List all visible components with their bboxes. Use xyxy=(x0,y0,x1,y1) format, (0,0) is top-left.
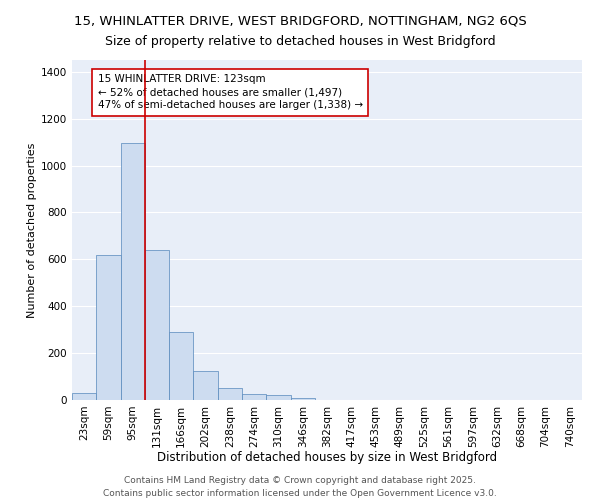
Text: Contains HM Land Registry data © Crown copyright and database right 2025.
Contai: Contains HM Land Registry data © Crown c… xyxy=(103,476,497,498)
X-axis label: Distribution of detached houses by size in West Bridgford: Distribution of detached houses by size … xyxy=(157,451,497,464)
Bar xyxy=(218,388,242,400)
Bar xyxy=(290,398,315,400)
Bar xyxy=(121,143,145,400)
Y-axis label: Number of detached properties: Number of detached properties xyxy=(27,142,37,318)
Text: Size of property relative to detached houses in West Bridgford: Size of property relative to detached ho… xyxy=(104,35,496,48)
Bar xyxy=(193,370,218,400)
Bar xyxy=(145,250,169,400)
Bar xyxy=(266,396,290,400)
Bar xyxy=(242,394,266,400)
Bar xyxy=(169,332,193,400)
Bar xyxy=(72,393,96,400)
Text: 15, WHINLATTER DRIVE, WEST BRIDGFORD, NOTTINGHAM, NG2 6QS: 15, WHINLATTER DRIVE, WEST BRIDGFORD, NO… xyxy=(74,15,526,28)
Bar xyxy=(96,254,121,400)
Text: 15 WHINLATTER DRIVE: 123sqm
← 52% of detached houses are smaller (1,497)
47% of : 15 WHINLATTER DRIVE: 123sqm ← 52% of det… xyxy=(97,74,362,110)
